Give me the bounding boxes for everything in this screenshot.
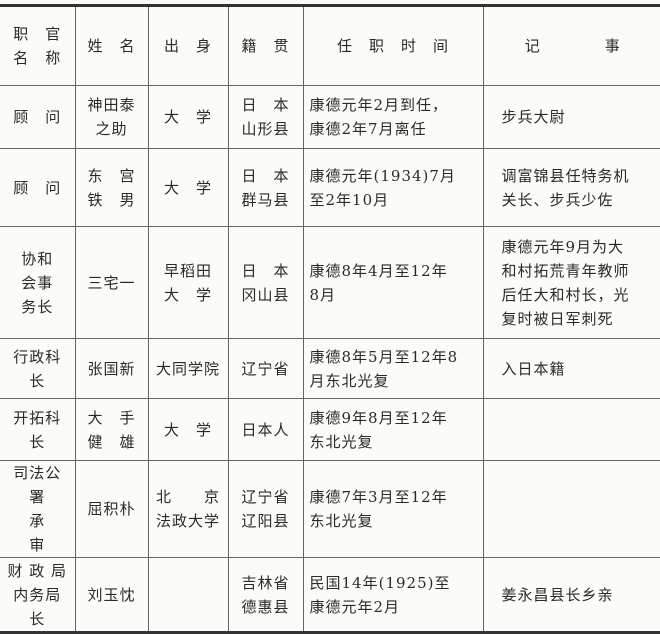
table-cell: 开拓科长 xyxy=(0,398,76,461)
column-header: 记 事 xyxy=(482,4,660,86)
header-row: 职 官 名 称姓 名出 身籍 贯任 职 时 间记 事 xyxy=(0,4,660,86)
table-row: 顾 问东 宫 铁 男大 学日 本 群马县 康德元年(1934)7月 至2年10月调… xyxy=(0,148,660,227)
table-cell: 刘玉忱 xyxy=(74,557,149,634)
table-cell: 大同学院 xyxy=(147,338,229,399)
table-cell: 康德元年(1934)7月 至2年10月 xyxy=(302,148,484,227)
table-cell: 康德8年4月至12年 8月 xyxy=(302,226,484,339)
table-cell: 三宅一 xyxy=(74,226,149,339)
table-cell: 步兵大尉 xyxy=(482,85,660,149)
table-cell: 日 本 冈山县 xyxy=(227,226,304,339)
table-cell xyxy=(147,557,229,634)
table-cell: 姜永昌县长乡亲 xyxy=(482,557,660,634)
table-cell: 北 京 法政大学 xyxy=(147,460,229,558)
table-cell: 入日本籍 xyxy=(482,338,660,399)
table-row: 行政科长 张国新 大同学院 辽宁省 康德8年5月至12年8 月东北光复 入日本籍 xyxy=(0,338,660,399)
table-cell: 东 宫 铁 男 xyxy=(74,148,149,227)
table-cell: 顾 问 xyxy=(0,148,76,227)
table-cell: 张国新 xyxy=(74,338,149,399)
table-cell: 协和 会事 务长 xyxy=(0,226,76,339)
table-cell: 行政科长 xyxy=(0,338,76,399)
table-cell: 日 本 山形县 xyxy=(227,85,304,149)
table-row: 财 政 局 内务局长 刘玉忱 吉林省 德惠县 民国14年(1925)至 康德元年2月姜… xyxy=(0,557,660,634)
table-cell: 吉林省 德惠县 xyxy=(227,557,304,634)
table-cell: 康德元年2月到任， 康德2年7月离任 xyxy=(302,85,484,149)
table-cell: 财 政 局 内务局长 xyxy=(0,557,76,634)
table-cell: 大 手 健 雄 xyxy=(74,398,149,461)
table-cell: 辽宁省 xyxy=(227,338,304,399)
officials-table: 职 官 名 称姓 名出 身籍 贯任 职 时 间记 事顾 问神田泰 之助大 学日 … xyxy=(0,4,660,634)
table-cell: 顾 问 xyxy=(0,85,76,149)
table-cell: 康德7年3月至12年 东北光复 xyxy=(302,460,484,558)
column-header: 姓 名 xyxy=(74,4,149,86)
table-cell xyxy=(482,460,660,558)
table-cell: 大 学 xyxy=(147,398,229,461)
table-cell: 屈积朴 xyxy=(74,460,149,558)
table-row: 司法公署 承 审屈积朴北 京 法政大学 辽宁省 辽阳县 康德7年3月至12年 东北光… xyxy=(0,460,660,558)
table-cell xyxy=(482,398,660,461)
column-header: 出 身 xyxy=(147,4,229,86)
table-cell: 民国14年(1925)至 康德元年2月 xyxy=(302,557,484,634)
table-cell: 早稻田 大 学 xyxy=(147,226,229,339)
table-cell: 神田泰 之助 xyxy=(74,85,149,149)
table-cell: 康德9年8月至12年 东北光复 xyxy=(302,398,484,461)
table-row: 顾 问神田泰 之助大 学日 本 山形县 康德元年2月到任， 康德2年7月离任 步兵大… xyxy=(0,85,660,149)
table-row: 协和 会事 务长 三宅一 早稻田 大 学日 本 冈山县 康德8年4月至12年 8月 康德… xyxy=(0,226,660,339)
table-cell: 大 学 xyxy=(147,148,229,227)
table-cell: 调富锦县任特务机 关长、步兵少佐 xyxy=(482,148,660,227)
column-header: 任 职 时 间 xyxy=(302,4,484,86)
table-cell: 司法公署 承 审 xyxy=(0,460,76,558)
table-cell: 康德8年5月至12年8 月东北光复 xyxy=(302,338,484,399)
column-header: 籍 贯 xyxy=(227,4,304,86)
table-cell: 日本人 xyxy=(227,398,304,461)
table-row: 开拓科长大 手 健 雄大 学日本人 康德9年8月至12年 东北光复 xyxy=(0,398,660,461)
table-cell: 日 本 群马县 xyxy=(227,148,304,227)
table-cell: 康德元年9月为大 和村拓荒青年教师 后任大和村长，光 复时被日军刺死 xyxy=(482,226,660,339)
table-cell: 辽宁省 辽阳县 xyxy=(227,460,304,558)
table-cell: 大 学 xyxy=(147,85,229,149)
column-header: 职 官 名 称 xyxy=(0,4,76,86)
